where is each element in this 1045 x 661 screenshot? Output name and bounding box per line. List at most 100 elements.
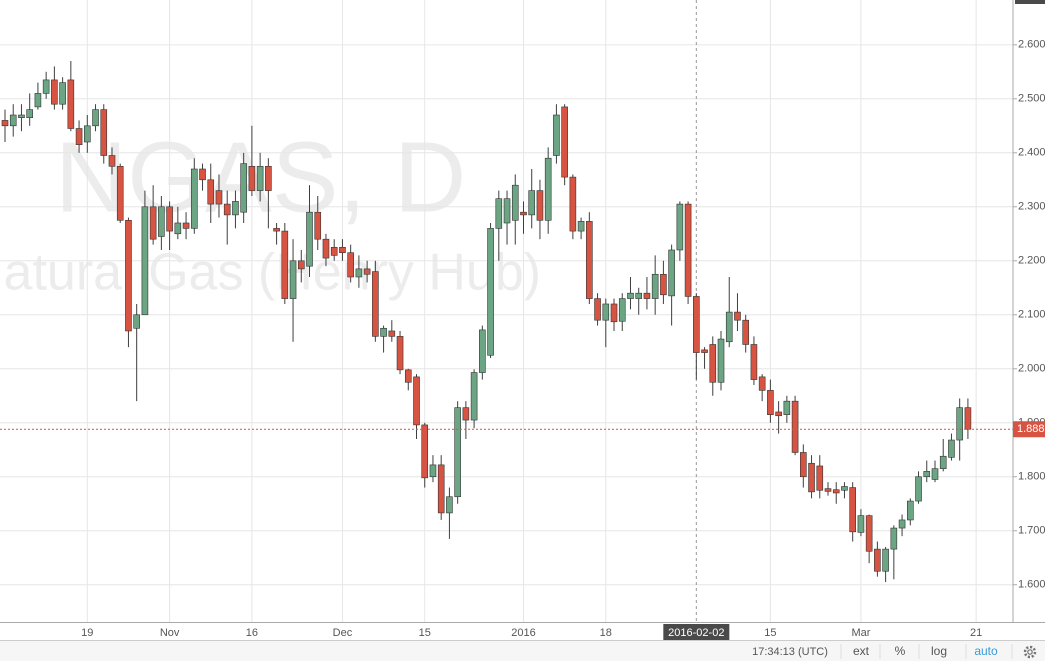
candle-body [701, 349, 708, 353]
candle-body [874, 548, 881, 572]
last-price-box [1013, 421, 1045, 438]
candle-body [791, 400, 799, 453]
x-tick-label: 19 [81, 627, 93, 639]
candle-body [487, 228, 494, 356]
candle-body [462, 407, 470, 421]
candle-body [339, 246, 346, 253]
y-tick-label: 2.000 [1018, 363, 1045, 375]
candle-body [915, 476, 922, 502]
candle-body [602, 303, 610, 321]
toolbar-button[interactable]: log [931, 644, 947, 658]
candle-body [948, 439, 955, 458]
candle-body [133, 314, 140, 329]
x-tick-label: 15 [764, 627, 776, 639]
candle-body [544, 157, 552, 221]
candle-body [610, 303, 618, 323]
x-tick-label: 2016-02-02 [668, 627, 724, 639]
candle-body [783, 400, 791, 415]
candle-body [388, 330, 396, 337]
candle-body [380, 327, 387, 337]
candle-body [9, 114, 17, 127]
last-price-label: 1.888 [1017, 423, 1045, 435]
candle-body [651, 273, 659, 299]
candle-body [413, 376, 420, 426]
candle-body [553, 114, 560, 156]
candle-body [939, 455, 947, 469]
y-tick-label: 2.600 [1018, 39, 1045, 51]
candle-body [898, 519, 906, 529]
x-tick-label: 15 [419, 627, 431, 639]
candle-body [281, 230, 289, 299]
candle-body [725, 311, 733, 343]
candle-body [42, 79, 50, 94]
candle-body [166, 206, 173, 232]
candle-body [116, 165, 124, 221]
candle-body [363, 268, 371, 275]
settings-icon[interactable] [1023, 645, 1037, 659]
candle-body [454, 407, 461, 498]
y-tick-label: 2.500 [1018, 93, 1045, 105]
candle-body [964, 407, 972, 430]
candle-body [306, 211, 313, 267]
candle-body [75, 128, 83, 146]
candle-body [627, 292, 634, 299]
candle-body [182, 222, 190, 229]
candle-body [561, 106, 568, 178]
candle-body [520, 211, 527, 216]
candle-body [594, 298, 601, 321]
candle-body [577, 221, 585, 232]
candle-body [355, 268, 363, 278]
candle-body [684, 203, 692, 297]
candle-body [289, 260, 297, 299]
candle-body [273, 228, 280, 232]
candle-body [676, 203, 684, 251]
candle-body [248, 165, 256, 191]
candle-body [890, 527, 898, 550]
candle-body [503, 198, 511, 224]
candle-body [51, 79, 58, 105]
candle-body [265, 165, 272, 191]
x-tick-label: 2016 [511, 627, 535, 639]
candle-body [297, 260, 305, 270]
candle-body [18, 114, 25, 119]
y-tick-label: 1.700 [1018, 525, 1045, 537]
candle-body [199, 168, 206, 181]
candle-body [314, 211, 322, 240]
toolbar-button[interactable]: ext [853, 644, 870, 658]
candle-body [421, 424, 429, 479]
candle-body [586, 221, 593, 299]
candle-body [429, 464, 437, 478]
candle-body [446, 496, 453, 514]
top-bar [1015, 0, 1045, 4]
y-tick-label: 1.800 [1018, 471, 1045, 483]
candle-body [906, 500, 914, 521]
y-tick-label: 2.300 [1018, 201, 1045, 213]
candle-body [717, 338, 725, 383]
x-tick-label: 18 [600, 627, 612, 639]
candle-body [618, 298, 626, 322]
candle-body [709, 344, 717, 383]
candle-body [923, 471, 931, 478]
toolbar-button[interactable]: auto [974, 644, 998, 658]
watermark-description: Natural Gas (Henry Hub) [0, 244, 541, 302]
candle-body [84, 125, 91, 143]
candle-body [660, 273, 667, 296]
candle-body [643, 292, 651, 299]
candle-body [59, 82, 66, 105]
candle-body [816, 465, 824, 491]
candle-body [857, 515, 865, 533]
candle-body [34, 93, 42, 108]
candle-body [511, 184, 519, 221]
clock: 17:34:13 (UTC) [752, 646, 828, 658]
candle-body [330, 246, 338, 256]
candle-body [775, 411, 782, 417]
x-tick-label: Nov [160, 627, 180, 639]
candle-body [479, 329, 486, 373]
candle-body [635, 292, 643, 299]
y-tick-label: 2.400 [1018, 147, 1045, 159]
candle-body [495, 198, 503, 229]
candle-body [882, 548, 889, 572]
watermark: NGAS, D Natural Gas (Henry Hub) [0, 121, 541, 301]
toolbar-button[interactable]: % [895, 644, 906, 658]
